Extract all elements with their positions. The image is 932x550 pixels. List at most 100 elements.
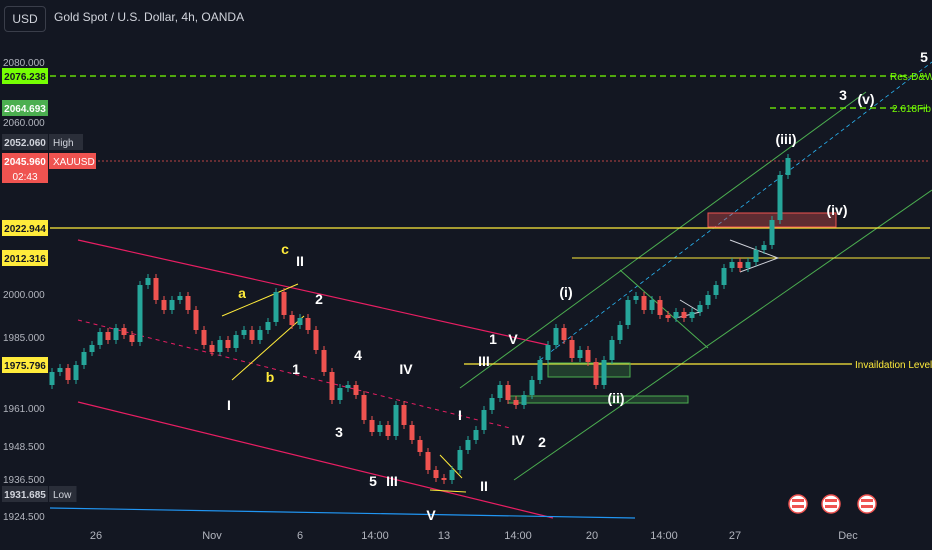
wave-label: (ii) xyxy=(607,390,624,406)
price-label: 2052.060 xyxy=(4,138,46,149)
channel-mid-dashed-line[interactable] xyxy=(77,319,511,429)
candle-body xyxy=(137,285,143,342)
candle-body xyxy=(721,268,727,285)
price-tag-bg xyxy=(49,486,77,502)
candle-body xyxy=(649,300,655,310)
wave-label: 5 xyxy=(369,473,377,489)
x-tick-label: 13 xyxy=(438,530,450,542)
ascending-channel-mid-line[interactable] xyxy=(539,61,932,361)
candle-body xyxy=(377,425,383,432)
candle-body xyxy=(345,385,351,388)
candle-body xyxy=(217,340,223,352)
support-zone-rect-lower[interactable] xyxy=(507,395,689,404)
candle-body xyxy=(121,328,127,335)
price-tag-bg xyxy=(49,134,83,150)
candle-body xyxy=(209,345,215,352)
wave-label: (iv) xyxy=(827,202,848,218)
flag-stripe xyxy=(825,499,837,502)
price-label: 1975.796 xyxy=(4,361,46,372)
price-label: 2076.238 xyxy=(4,72,46,83)
wedge-base-line[interactable] xyxy=(429,489,467,493)
candle-body xyxy=(457,450,463,470)
candle-body xyxy=(769,220,775,245)
flag-pattern[interactable] xyxy=(675,299,702,319)
candle-body xyxy=(425,452,431,470)
wave-label: a xyxy=(238,285,246,301)
candle-body xyxy=(633,296,639,300)
countdown-bg xyxy=(2,169,48,183)
price-tag-bg xyxy=(49,153,96,169)
candle-body xyxy=(537,360,543,380)
wave-label: 1 xyxy=(489,331,497,347)
support-zone-rect[interactable] xyxy=(547,362,631,378)
candle-body xyxy=(689,312,695,318)
channel-lower-line[interactable] xyxy=(77,401,554,519)
candle-body xyxy=(369,420,375,432)
candle-body xyxy=(225,340,231,348)
price-label: 2064.693 xyxy=(4,104,46,115)
candle-body xyxy=(673,312,679,318)
us-flag-icon[interactable] xyxy=(821,494,841,514)
y-tick-label: 2000.000 xyxy=(3,290,45,301)
triangle-pattern[interactable] xyxy=(729,239,780,273)
price-label-bg xyxy=(2,134,48,150)
candle-body xyxy=(337,388,343,400)
flag-stripe xyxy=(825,505,837,508)
price-label-bg xyxy=(2,357,48,373)
candle-body xyxy=(73,365,79,380)
wedge-line[interactable] xyxy=(439,454,463,479)
candle-body xyxy=(289,315,295,325)
trendline-blue[interactable] xyxy=(49,507,636,519)
flag-stripe xyxy=(861,505,873,508)
candle-body xyxy=(625,300,631,325)
x-tick-label: 14:00 xyxy=(650,530,678,542)
wave-label: I xyxy=(227,397,231,413)
candle-body xyxy=(577,350,583,358)
countdown-label: 02:43 xyxy=(12,172,37,183)
wave-label: 5 xyxy=(920,49,928,65)
candle-body xyxy=(553,328,559,345)
price-label: 2012.316 xyxy=(4,254,46,265)
wave-label: b xyxy=(266,369,275,385)
x-tick-label: 26 xyxy=(90,530,102,542)
price-label-bg xyxy=(2,153,48,169)
candle-body xyxy=(313,330,319,350)
candle-body xyxy=(161,300,167,310)
inner-channel-line[interactable] xyxy=(619,269,709,349)
candle-body xyxy=(433,470,439,478)
wave-label: V xyxy=(426,507,436,523)
candle-body xyxy=(585,350,591,362)
candle-body xyxy=(113,328,119,340)
candle-body xyxy=(521,395,527,405)
channel-upper-line[interactable] xyxy=(77,239,549,346)
candle-body xyxy=(529,380,535,395)
candle-body xyxy=(321,350,327,372)
wave-label: 1 xyxy=(292,361,300,377)
y-tick-label: 1961.000 xyxy=(3,404,45,415)
price-tag: High xyxy=(53,138,74,149)
ascending-channel-upper-line[interactable] xyxy=(459,91,867,389)
candle-body xyxy=(145,278,151,285)
candle-body xyxy=(409,425,415,440)
y-tick-label: 1985.000 xyxy=(3,333,45,344)
candle-body xyxy=(505,385,511,400)
x-tick-label: 20 xyxy=(586,530,598,542)
y-tick-label: 1936.500 xyxy=(3,475,45,486)
flag-stripe xyxy=(792,499,804,502)
price-label-bg xyxy=(2,250,48,266)
candle-body xyxy=(57,368,63,372)
candle-body xyxy=(281,292,287,315)
ascending-channel-lower-line[interactable] xyxy=(513,189,932,481)
us-flag-icon[interactable] xyxy=(788,494,808,514)
price-tag: XAUUSD xyxy=(53,157,95,168)
candle-body xyxy=(609,340,615,360)
candle-body xyxy=(401,405,407,425)
wave-a-line[interactable] xyxy=(221,283,299,317)
us-flag-icon[interactable] xyxy=(857,494,877,514)
wave-label: IV xyxy=(399,361,413,377)
price-label-bg xyxy=(2,100,48,116)
candle-body xyxy=(601,360,607,385)
currency-selector[interactable]: USD xyxy=(4,6,46,32)
